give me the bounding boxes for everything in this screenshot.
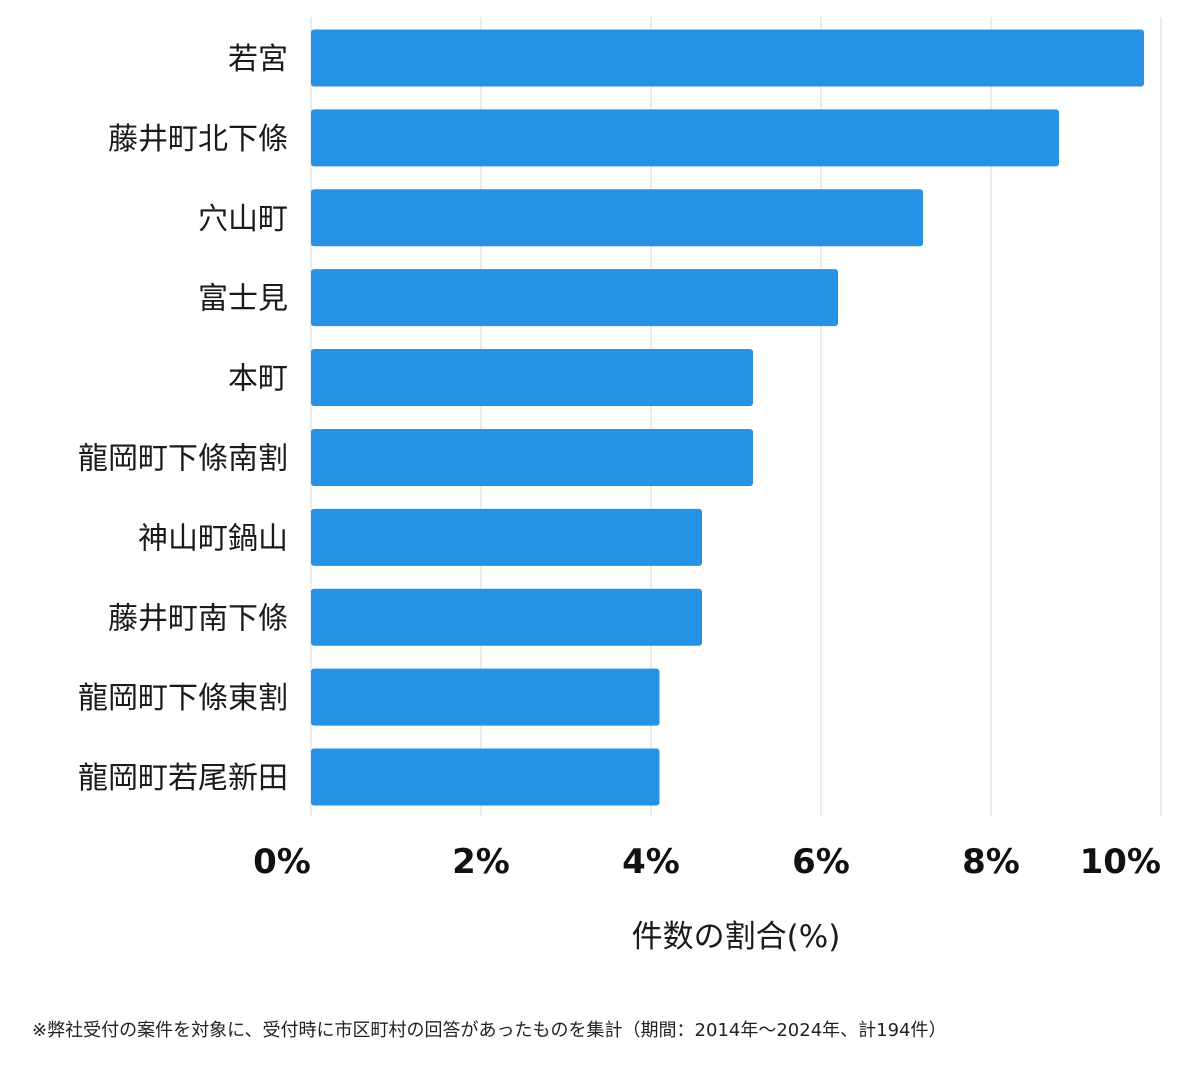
bar-1 [311,109,1059,167]
category-label-0: 若宮 [228,42,288,77]
x-tick-label-10: 10% [1080,842,1161,882]
category-label-2: 穴山町 [198,202,288,237]
category-label-8: 龍岡町下條東割 [78,681,288,716]
category-label-9: 龍岡町若尾新田 [78,761,288,796]
bar-2 [311,189,923,247]
bar-8 [311,668,660,726]
bar-4 [311,349,753,407]
bar-3 [311,269,838,327]
category-label-3: 富士見 [198,282,288,317]
footnote: ※弊社受付の案件を対象に、受付時に市区町村の回答があったものを集計（期間：201… [32,1020,947,1041]
category-labels: 若宮藤井町北下條穴山町富士見本町龍岡町下條南割神山町鍋山藤井町南下條龍岡町下條東… [78,42,288,796]
x-axis-title: 件数の割合(%) [632,919,841,955]
x-tick-label-4: 4% [622,842,680,882]
x-tick-label-8: 8% [962,842,1020,882]
bar-6 [311,508,702,566]
category-label-7: 藤井町南下條 [108,601,288,636]
bar-0 [311,29,1144,87]
x-tick-labels: 0% 2% 4% 6% 8% 10% [253,842,1161,882]
category-label-1: 藤井町北下條 [108,122,288,157]
bar-5 [311,428,753,486]
category-label-4: 本町 [228,362,288,397]
category-label-6: 神山町鍋山 [138,521,288,556]
bar-chart: 若宮藤井町北下條穴山町富士見本町龍岡町下條南割神山町鍋山藤井町南下條龍岡町下條東… [78,17,1162,955]
bar-9 [311,748,660,806]
x-tick-label-6: 6% [792,842,850,882]
x-tick-label-2: 2% [452,842,510,882]
bars [311,29,1144,806]
x-tick-label-0: 0% [253,842,311,882]
bar-7 [311,588,702,646]
category-label-5: 龍岡町下條南割 [78,441,288,476]
